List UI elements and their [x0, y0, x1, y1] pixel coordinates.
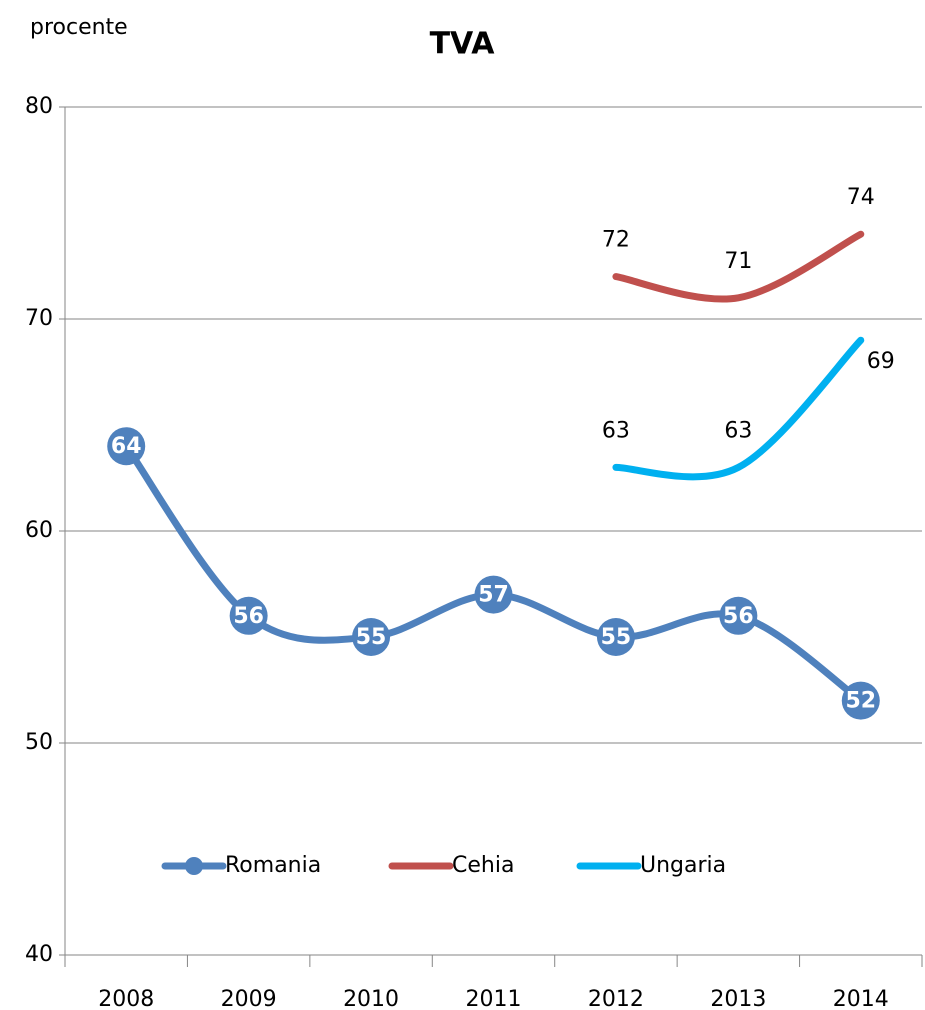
y-tick-label: 40	[25, 942, 53, 967]
x-tick-label: 2013	[710, 987, 766, 1010]
y-tick-label: 60	[25, 518, 53, 543]
x-tick-label: 2010	[343, 987, 399, 1010]
y-tick-label: 50	[25, 730, 53, 755]
data-label: 72	[602, 228, 630, 253]
data-label: 52	[845, 689, 876, 714]
marker	[719, 596, 758, 635]
legend-label: Cehia	[452, 853, 514, 878]
legend-label: Romania	[225, 853, 321, 878]
y-tick-label: 70	[25, 306, 53, 331]
y-axis-label: procente	[30, 15, 128, 40]
legend-marker	[185, 857, 203, 875]
data-label: 55	[356, 625, 387, 650]
x-tick-label: 2014	[833, 987, 889, 1010]
data-label: 74	[847, 185, 875, 210]
series-line	[612, 336, 865, 481]
marker	[596, 618, 635, 656]
marker	[229, 596, 268, 635]
x-tick-label: 2012	[588, 987, 644, 1010]
marker	[474, 575, 513, 614]
x-tick-label: 2008	[98, 987, 154, 1010]
data-label: 55	[601, 625, 632, 650]
x-tick-label: 2011	[466, 987, 522, 1010]
x-tick-label: 2009	[221, 987, 277, 1010]
marker	[841, 681, 880, 720]
data-label: 71	[724, 249, 752, 274]
marker	[107, 427, 146, 466]
data-label: 56	[233, 604, 264, 629]
chart-title: TVA	[430, 27, 496, 62]
data-label: 69	[867, 349, 895, 374]
data-label: 57	[478, 583, 509, 608]
series-line	[122, 442, 865, 705]
data-label: 64	[111, 434, 142, 459]
y-tick-label: 80	[25, 94, 53, 119]
data-label: 63	[602, 418, 630, 443]
legend-label: Ungaria	[640, 853, 726, 878]
series-line	[612, 230, 865, 303]
data-label: 56	[723, 604, 754, 629]
data-label: 63	[724, 418, 752, 443]
marker	[352, 618, 391, 656]
